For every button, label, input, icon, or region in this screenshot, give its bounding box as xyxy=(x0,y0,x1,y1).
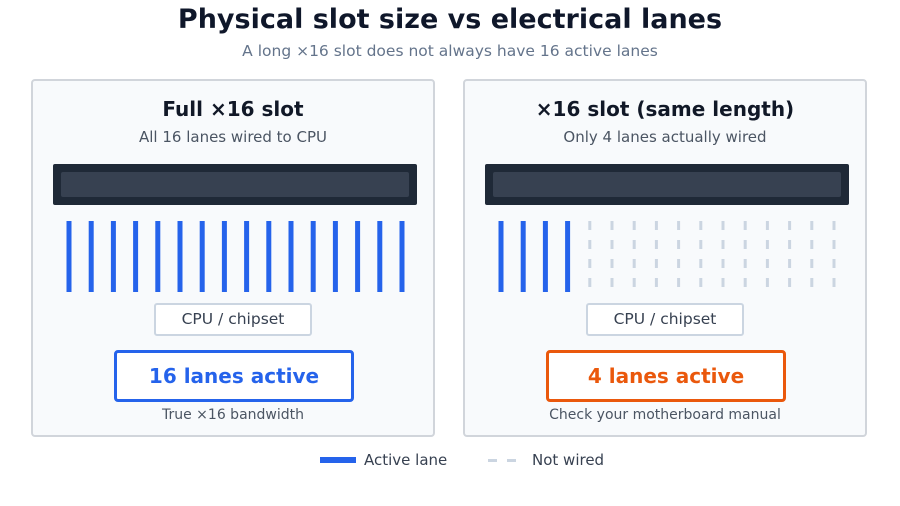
panel-subtitle: All 16 lanes wired to CPU xyxy=(138,128,327,146)
panel-note: Check your motherboard manual xyxy=(549,407,781,423)
cpu-chipset-box: CPU / chipset xyxy=(154,303,312,336)
panel-note: True ×16 bandwidth xyxy=(162,407,304,423)
panel-full-x16: Full ×16 slot All 16 lanes wired to CPU … xyxy=(31,79,435,437)
panel-title: ×16 slot (same length) xyxy=(535,97,795,121)
panel-x16-partial: ×16 slot (same length) Only 4 lanes actu… xyxy=(463,79,867,437)
cpu-chipset-box: CPU / chipset xyxy=(586,303,744,336)
active-lane-swatch xyxy=(320,457,356,463)
active-lanes-badge: 4 lanes active xyxy=(546,350,786,402)
not-wired-swatch xyxy=(488,458,516,462)
legend-active: Active lane xyxy=(320,450,447,470)
legend-not-wired-label: Not wired xyxy=(532,451,605,469)
legend-active-label: Active lane xyxy=(364,451,448,469)
panel-title: Full ×16 slot xyxy=(162,97,304,121)
legend-not-wired: Not wired xyxy=(488,450,604,470)
pcie-slot xyxy=(53,164,417,205)
lane-graphic xyxy=(498,221,836,292)
slot-contacts xyxy=(493,172,841,197)
pcie-slot xyxy=(485,164,849,205)
lane-graphic xyxy=(66,221,405,292)
active-lanes-badge: 16 lanes active xyxy=(114,350,354,402)
diagram-title: Physical slot size vs electrical lanes xyxy=(177,4,723,35)
diagram-subtitle: A long ×16 slot does not always have 16 … xyxy=(242,42,658,60)
slot-contacts xyxy=(61,172,409,197)
panel-subtitle: Only 4 lanes actually wired xyxy=(563,128,767,146)
